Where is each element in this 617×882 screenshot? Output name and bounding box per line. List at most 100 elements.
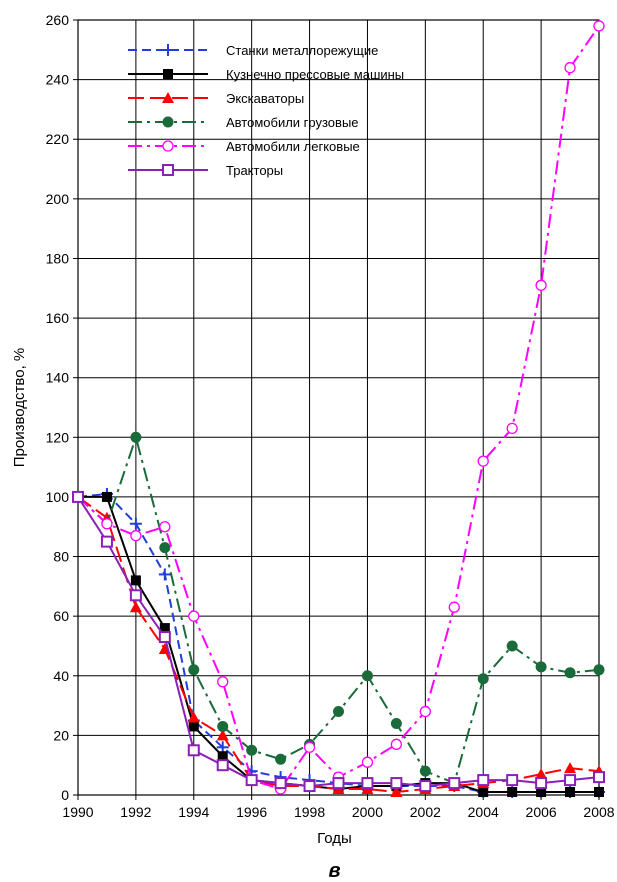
- data-point: [536, 787, 547, 798]
- data-point: [564, 762, 577, 774]
- legend-marker: [162, 140, 174, 152]
- panel-label: в: [328, 860, 340, 882]
- data-point: [564, 774, 577, 787]
- legend-item: Экскаваторы: [128, 91, 304, 106]
- x-tick-label: 1994: [178, 804, 209, 820]
- legend-label: Автомобили грузовые: [226, 115, 359, 130]
- data-point: [506, 774, 519, 787]
- data-point: [506, 422, 518, 435]
- y-tick-label: 40: [53, 668, 69, 684]
- data-point: [535, 279, 547, 291]
- y-tick-label: 220: [46, 131, 70, 147]
- data-point: [130, 575, 141, 586]
- data-point: [390, 717, 402, 729]
- data-point: [188, 664, 200, 676]
- x-tick-label: 1998: [294, 804, 325, 820]
- legend-label: Автомобили легковые: [226, 139, 360, 154]
- series-6: [72, 490, 605, 793]
- data-point: [333, 706, 344, 718]
- legend-label: Тракторы: [226, 163, 283, 178]
- data-point: [129, 517, 142, 530]
- x-axis-label: Годы: [317, 830, 352, 847]
- y-tick-label: 200: [46, 191, 70, 207]
- y-tick-label: 20: [53, 727, 69, 743]
- y-tick-label: 260: [46, 12, 70, 28]
- data-point: [419, 705, 431, 718]
- data-point: [159, 521, 171, 533]
- data-point: [565, 787, 576, 798]
- data-point: [564, 62, 576, 74]
- data-point: [158, 568, 171, 581]
- y-tick-label: 160: [46, 310, 70, 326]
- grid: [78, 20, 599, 795]
- data-point: [390, 786, 403, 798]
- data-point: [507, 787, 518, 798]
- legend-item: Автомобили грузовые: [128, 115, 359, 130]
- data-point: [593, 664, 605, 676]
- data-point: [187, 711, 200, 723]
- y-tick-label: 180: [46, 250, 70, 266]
- data-point: [535, 777, 548, 790]
- data-point: [477, 673, 489, 685]
- legend-item: Тракторы: [128, 163, 283, 178]
- data-point: [390, 777, 403, 790]
- y-tick-label: 0: [61, 787, 69, 803]
- y-tick-label: 60: [53, 608, 69, 624]
- data-point: [361, 777, 374, 790]
- plot-frame: [77, 19, 600, 796]
- legend: Станки металлорежущие Кузнечно прессовые …: [128, 43, 404, 178]
- data-point: [593, 771, 605, 784]
- legend-item: Автомобили легковые: [128, 139, 360, 154]
- data-point: [477, 774, 490, 787]
- data-point: [188, 610, 200, 622]
- data-point: [129, 589, 142, 602]
- x-tick-label: 2000: [352, 804, 383, 820]
- x-tick-label: 2008: [583, 804, 614, 820]
- data-point: [217, 720, 229, 732]
- legend-marker: [162, 92, 174, 103]
- legend-label: Станки металлорежущие: [226, 43, 378, 58]
- data-point: [419, 780, 432, 793]
- x-tick-label: 1996: [236, 804, 267, 820]
- y-tick-label: 100: [46, 489, 70, 505]
- data-point: [361, 756, 374, 768]
- data-point: [535, 661, 547, 673]
- data-point: [477, 455, 489, 467]
- data-point: [448, 777, 461, 790]
- y-tick-label: 140: [46, 370, 70, 386]
- data-point: [506, 640, 518, 652]
- data-point: [594, 787, 604, 798]
- data-point: [101, 491, 112, 502]
- data-point: [245, 774, 258, 787]
- data-point: [217, 751, 228, 762]
- data-point: [129, 601, 142, 613]
- data-point: [216, 759, 229, 772]
- data-point: [216, 729, 229, 741]
- data-point: [72, 490, 84, 503]
- data-point: [217, 676, 229, 688]
- data-point: [564, 667, 576, 679]
- data-point: [246, 744, 258, 756]
- legend-marker: [162, 44, 174, 56]
- data-point: [303, 741, 316, 753]
- legend-item: Кузнечно прессовые машины: [128, 67, 404, 82]
- y-tick-label: 240: [46, 72, 70, 88]
- legend-marker: [163, 69, 173, 79]
- data-point: [478, 787, 489, 798]
- data-point: [593, 20, 605, 32]
- data-point: [100, 535, 113, 548]
- y-axis-label: Производство, %: [11, 348, 28, 467]
- x-tick-label: 1990: [62, 804, 93, 820]
- legend-label: Экскаваторы: [226, 91, 304, 106]
- data-point: [188, 721, 199, 732]
- data-point: [274, 777, 287, 790]
- x-tick-label: 2002: [410, 804, 441, 820]
- data-point: [332, 777, 345, 790]
- x-tick-label: 2006: [526, 804, 557, 820]
- data-point: [275, 753, 287, 765]
- legend-label: Кузнечно прессовые машины: [226, 67, 404, 82]
- legend-marker: [162, 116, 174, 128]
- legend-marker: [162, 164, 174, 176]
- data-point: [187, 744, 200, 757]
